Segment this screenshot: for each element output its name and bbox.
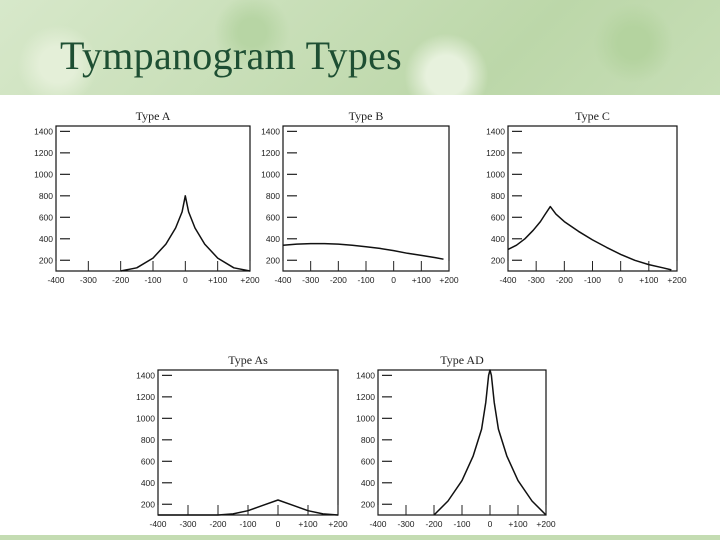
- x-tick-label: -400: [149, 519, 166, 529]
- series-curve: [120, 195, 251, 272]
- x-tick-label: -200: [112, 275, 129, 285]
- x-tick-label: -100: [357, 275, 374, 285]
- y-tick-label: 1200: [356, 392, 375, 402]
- x-tick-label: -300: [302, 275, 319, 285]
- plot-frame: [157, 369, 339, 516]
- x-tick-label: -200: [425, 519, 442, 529]
- x-tick-label: -300: [80, 275, 97, 285]
- y-tick-label: 800: [491, 191, 505, 201]
- tympanogram-type-a: Type A 1400 1200 1000 800 600 400 200 -400 -300 -2…: [34, 109, 260, 285]
- y-tick-label: 1000: [486, 169, 505, 179]
- y-tick-label: 1200: [136, 392, 155, 402]
- slide-title: Tympanogram Types: [60, 33, 403, 78]
- x-tick-label: -100: [239, 519, 256, 529]
- y-tick-label: 600: [141, 456, 155, 466]
- x-tick-label: -300: [397, 519, 414, 529]
- x-tick-label: +100: [298, 519, 317, 529]
- series-curve: [507, 205, 672, 271]
- chart-title: Type AD: [440, 353, 484, 367]
- y-tick-label: 400: [141, 478, 155, 488]
- tympanogram-type-ad: Type AD 1400 1200 1000 800 600 400 200 -400 -300 -…: [356, 353, 556, 529]
- plot-frame: [55, 125, 251, 272]
- series-curve: [433, 369, 547, 516]
- x-tick-label: -300: [528, 275, 545, 285]
- y-tick-label: 800: [361, 435, 375, 445]
- series-curve: [158, 499, 339, 516]
- x-tick-label: +100: [208, 275, 227, 285]
- x-tick-label: 0: [391, 275, 396, 285]
- y-tick-label: 200: [491, 255, 505, 265]
- y-tick-label: 600: [361, 456, 375, 466]
- chart-title: Type C: [575, 109, 610, 123]
- x-tick-label: -100: [144, 275, 161, 285]
- y-tick-label: 400: [361, 478, 375, 488]
- y-tick-label: 1000: [136, 413, 155, 423]
- x-tick-label: -400: [499, 275, 516, 285]
- tympanogram-type-c: Type C 1400 1200 1000 800 600 400 200 -400 -300 -2…: [486, 109, 687, 285]
- y-tick-label: 400: [266, 234, 280, 244]
- x-tick-label: 0: [488, 519, 493, 529]
- y-tick-label: 600: [266, 212, 280, 222]
- y-tick-label: 400: [39, 234, 53, 244]
- x-tick-label: -400: [47, 275, 64, 285]
- x-tick-label: +100: [639, 275, 658, 285]
- series-curve: [282, 242, 444, 260]
- y-tick-label: 1400: [136, 370, 155, 380]
- y-tick-label: 1000: [261, 169, 280, 179]
- plot-frame: [282, 125, 450, 272]
- bottom-strip: [0, 535, 720, 540]
- chart-title: Type B: [349, 109, 384, 123]
- y-tick-label: 600: [39, 212, 53, 222]
- x-tick-label: -100: [453, 519, 470, 529]
- chart-title: Type A: [136, 109, 171, 123]
- y-tick-label: 200: [141, 499, 155, 509]
- plot-frame: [507, 125, 678, 272]
- x-tick-label: 0: [183, 275, 188, 285]
- y-tick-label: 1400: [486, 126, 505, 136]
- x-tick-label: -300: [179, 519, 196, 529]
- y-tick-label: 1200: [34, 148, 53, 158]
- x-tick-label: +100: [508, 519, 527, 529]
- x-tick-label: -200: [330, 275, 347, 285]
- y-tick-label: 1400: [356, 370, 375, 380]
- x-tick-label: +200: [328, 519, 347, 529]
- y-tick-label: 800: [39, 191, 53, 201]
- charts-panel: [0, 95, 720, 535]
- y-tick-label: 1000: [34, 169, 53, 179]
- y-tick-label: 200: [266, 255, 280, 265]
- y-tick-label: 600: [491, 212, 505, 222]
- x-tick-label: -400: [369, 519, 386, 529]
- x-tick-label: +200: [667, 275, 686, 285]
- y-tick-label: 800: [266, 191, 280, 201]
- x-tick-label: -200: [209, 519, 226, 529]
- y-tick-label: 200: [361, 499, 375, 509]
- x-tick-label: +200: [536, 519, 555, 529]
- y-tick-label: 200: [39, 255, 53, 265]
- x-tick-label: 0: [276, 519, 281, 529]
- y-tick-label: 800: [141, 435, 155, 445]
- y-tick-label: 1200: [486, 148, 505, 158]
- tympanogram-type-as: Type As 1400 1200 1000 800 600 400 200 -400 -300 -…: [136, 353, 348, 529]
- tympanogram-type-b: Type B 1400 1200 1000 800 600 400 200 -400 -300 -2…: [261, 109, 459, 285]
- x-tick-label: +200: [240, 275, 259, 285]
- x-tick-label: +100: [412, 275, 431, 285]
- x-tick-label: 0: [618, 275, 623, 285]
- x-tick-label: -100: [584, 275, 601, 285]
- chart-title: Type As: [228, 353, 268, 367]
- x-tick-label: -200: [556, 275, 573, 285]
- y-tick-label: 1400: [261, 126, 280, 136]
- y-tick-label: 1200: [261, 148, 280, 158]
- x-tick-label: -400: [274, 275, 291, 285]
- y-tick-label: 1400: [34, 126, 53, 136]
- y-tick-label: 400: [491, 234, 505, 244]
- y-tick-label: 1000: [356, 413, 375, 423]
- plot-frame: [377, 369, 547, 516]
- x-tick-label: +200: [439, 275, 458, 285]
